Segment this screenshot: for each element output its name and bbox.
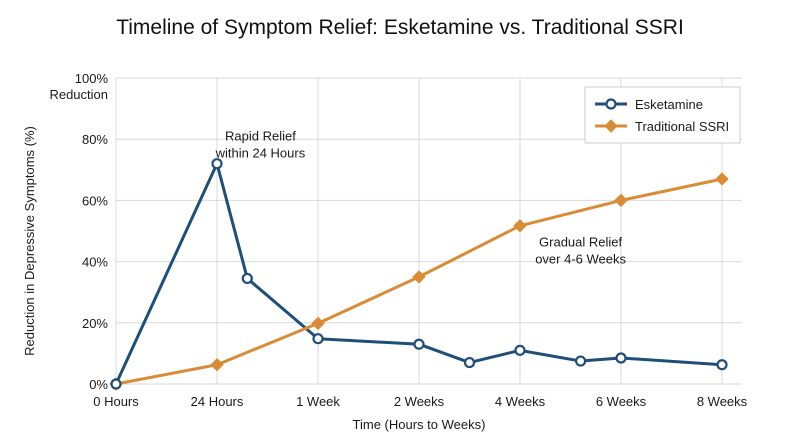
x-tick-label: 8 Weeks bbox=[697, 394, 748, 409]
legend-box bbox=[584, 86, 741, 144]
data-point bbox=[716, 359, 728, 371]
data-point bbox=[311, 316, 325, 331]
x-tick-label: 6 Weeks bbox=[596, 394, 647, 409]
data-point bbox=[241, 272, 253, 285]
y-tick-label: 80% bbox=[82, 132, 108, 147]
y-tick-label: 0% bbox=[89, 377, 108, 392]
y-tick-label: 60% bbox=[82, 193, 108, 208]
x-tick-label: 4 Weeks bbox=[495, 394, 546, 409]
data-point bbox=[210, 358, 224, 372]
data-point bbox=[715, 172, 729, 186]
annotation: within 24 Hours bbox=[215, 146, 306, 161]
data-point bbox=[574, 355, 587, 367]
x-tick-label: 24 Hours bbox=[191, 394, 244, 409]
data-point bbox=[412, 270, 426, 284]
data-point bbox=[413, 338, 425, 350]
y-tick-label: 20% bbox=[82, 316, 108, 331]
data-point bbox=[615, 352, 627, 364]
data-point bbox=[614, 193, 628, 208]
x-tick-label: 1 Week bbox=[296, 394, 340, 409]
data-point bbox=[514, 344, 526, 356]
x-tick-label: 0 Hours bbox=[93, 394, 139, 409]
chart-title: Timeline of Symptom Relief: Esketamine v… bbox=[116, 16, 684, 39]
data-point bbox=[513, 219, 527, 233]
y-axis-top-label: Reduction bbox=[49, 87, 108, 102]
data-point bbox=[110, 378, 122, 390]
legend-marker bbox=[604, 119, 618, 133]
annotation: over 4-6 Weeks bbox=[535, 251, 626, 266]
y-tick-label: 40% bbox=[82, 255, 108, 270]
x-tick-label: 2 Weeks bbox=[394, 394, 445, 409]
series-line bbox=[114, 162, 723, 385]
legend-label: Traditional SSRI bbox=[635, 119, 729, 134]
annotation: Gradual Relief bbox=[539, 234, 622, 249]
x-axis-label: Time (Hours to Weeks) bbox=[353, 417, 486, 432]
data-point bbox=[312, 333, 324, 345]
y-axis-label: Reduction in Depressive Symptoms (%) bbox=[22, 126, 37, 356]
legend-label: Esketamine bbox=[635, 97, 703, 112]
legend-marker bbox=[605, 98, 617, 110]
data-point bbox=[211, 158, 223, 170]
annotation: Rapid Relief bbox=[225, 129, 296, 144]
y-tick-label: 100% bbox=[75, 71, 109, 86]
data-point bbox=[463, 356, 476, 369]
